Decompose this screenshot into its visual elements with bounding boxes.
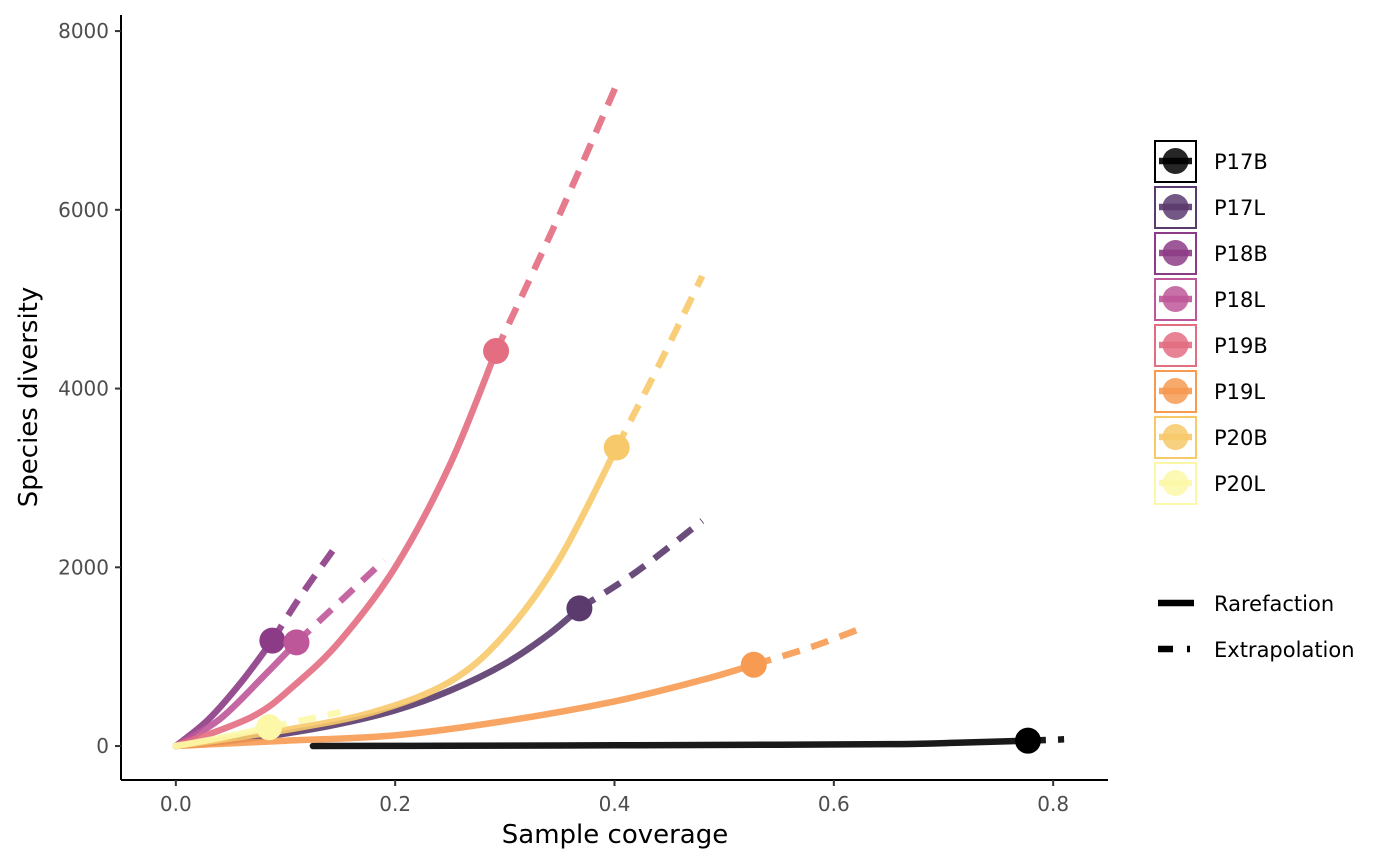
legend-item-p17b: P17B <box>1154 140 1268 183</box>
observed-point-p20b <box>603 434 630 461</box>
y-tick-label: 6000 <box>58 198 109 222</box>
rarefaction-line-p17b <box>309 737 1032 750</box>
x-axis-title: Sample coverage <box>502 820 728 850</box>
series-lines <box>172 80 1065 750</box>
legend-key-point <box>1162 424 1189 450</box>
legend-label-p20b: P20B <box>1214 426 1268 450</box>
y-tick-label: 0 <box>96 734 109 758</box>
series-layer <box>172 80 1065 754</box>
observed-point-p19b <box>483 338 510 365</box>
legend-label-rarefaction: Rarefaction <box>1214 592 1334 616</box>
observed-point-p17b <box>1014 727 1041 754</box>
legend-item-extrapolation: Extrapolation <box>1158 638 1355 662</box>
extrapolation-line-p17l <box>577 518 705 612</box>
legend-key-point <box>1162 194 1189 220</box>
observed-point-p17l <box>566 595 593 622</box>
y-axis-title: Species diversity <box>14 287 44 507</box>
legend-label-p18b: P18B <box>1214 242 1268 266</box>
x-tick-label: 0.8 <box>1037 792 1069 816</box>
x-tick-label: 0.6 <box>818 792 850 816</box>
legend-label-p19b: P19B <box>1214 334 1268 358</box>
axes-layer <box>120 15 1108 781</box>
extrapolation-line-p20b <box>613 274 706 449</box>
observed-point-p19l <box>740 651 767 678</box>
legend-item-p20b: P20B <box>1154 416 1268 459</box>
legend-key-point <box>1162 148 1189 174</box>
extrapolation-line-p19l <box>752 623 868 668</box>
legend-item-p20l: P20L <box>1154 462 1265 505</box>
y-tick-label: 8000 <box>58 19 109 43</box>
rarefaction-line-p19b <box>172 347 500 750</box>
x-tick-label: 0.4 <box>599 792 631 816</box>
legend-item-p17l: P17L <box>1154 186 1265 229</box>
extrapolation-line-p18l <box>294 557 387 645</box>
series-points <box>256 338 1041 754</box>
legend-key-point <box>1162 240 1189 266</box>
legend-label-p18l: P18L <box>1214 288 1265 312</box>
extrapolation-line-p18b <box>269 541 341 643</box>
legend-item-p18l: P18L <box>1154 278 1265 321</box>
legend-item-p19b: P19B <box>1154 324 1268 367</box>
rarefaction-line-p19l <box>172 661 758 750</box>
legend-item-rarefaction: Rarefaction <box>1158 592 1334 616</box>
legend-item-p18b: P18B <box>1154 232 1268 275</box>
legend-label-p19l: P19L <box>1214 380 1265 404</box>
x-tick-label: 0.0 <box>160 792 192 816</box>
legend-item-p19l: P19L <box>1154 370 1265 413</box>
legend: P17B P17L P18B P18L P19B P19L P20B P20L Rarefact… <box>1154 140 1355 662</box>
rarefaction-line-p18l <box>172 639 300 750</box>
y-tick-label: 2000 <box>58 555 109 579</box>
legend-key-point <box>1162 286 1189 312</box>
x-tick-label: 0.2 <box>379 792 411 816</box>
legend-key-point <box>1162 378 1189 404</box>
observed-point-p18l <box>283 629 310 656</box>
rarefaction-line-p20b <box>172 444 620 750</box>
observed-point-p18b <box>259 627 286 654</box>
legend-key-point <box>1162 470 1189 496</box>
observed-point-p20l <box>256 714 283 741</box>
legend-label-extrapolation: Extrapolation <box>1214 638 1355 662</box>
y-tick-label: 4000 <box>58 377 109 401</box>
legend-label-p17l: P17L <box>1214 196 1265 220</box>
legend-label-p20l: P20L <box>1214 472 1265 496</box>
legend-key-point <box>1162 332 1189 358</box>
extrapolation-line-p19b <box>493 80 621 353</box>
ticks-layer: 0.0 0.2 0.4 0.6 0.8 0 2000 4000 6000 8000 <box>58 19 1069 816</box>
legend-label-p17b: P17B <box>1214 150 1268 174</box>
